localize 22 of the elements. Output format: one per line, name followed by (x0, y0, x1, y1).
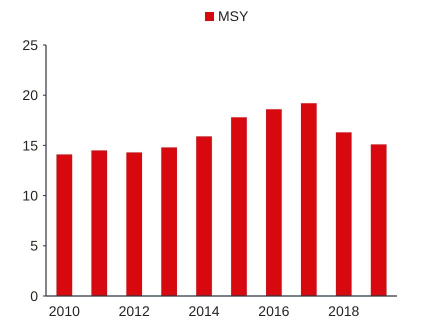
bar (336, 132, 352, 296)
x-tick-label: 2012 (118, 303, 150, 319)
bar (126, 152, 142, 296)
x-tick-label: 2010 (48, 303, 80, 319)
bar (231, 117, 247, 296)
x-tick-label: 2014 (188, 303, 220, 319)
bar (56, 154, 72, 296)
bar (300, 103, 317, 296)
y-tick-label: 20 (22, 87, 38, 104)
x-tick-label: 2016 (258, 303, 290, 319)
bar (196, 136, 212, 296)
y-tick-label: 5 (30, 238, 38, 254)
bar (266, 109, 282, 296)
x-tick-label: 2018 (328, 303, 360, 319)
bar (370, 144, 387, 296)
y-tick-label: 25 (22, 36, 38, 53)
y-tick-label: 0 (30, 288, 38, 304)
y-tick-label: 15 (22, 137, 38, 154)
bar (91, 150, 108, 296)
legend-label: MSY (218, 8, 249, 24)
y-tick-label: 10 (22, 188, 38, 204)
bar (161, 147, 177, 296)
